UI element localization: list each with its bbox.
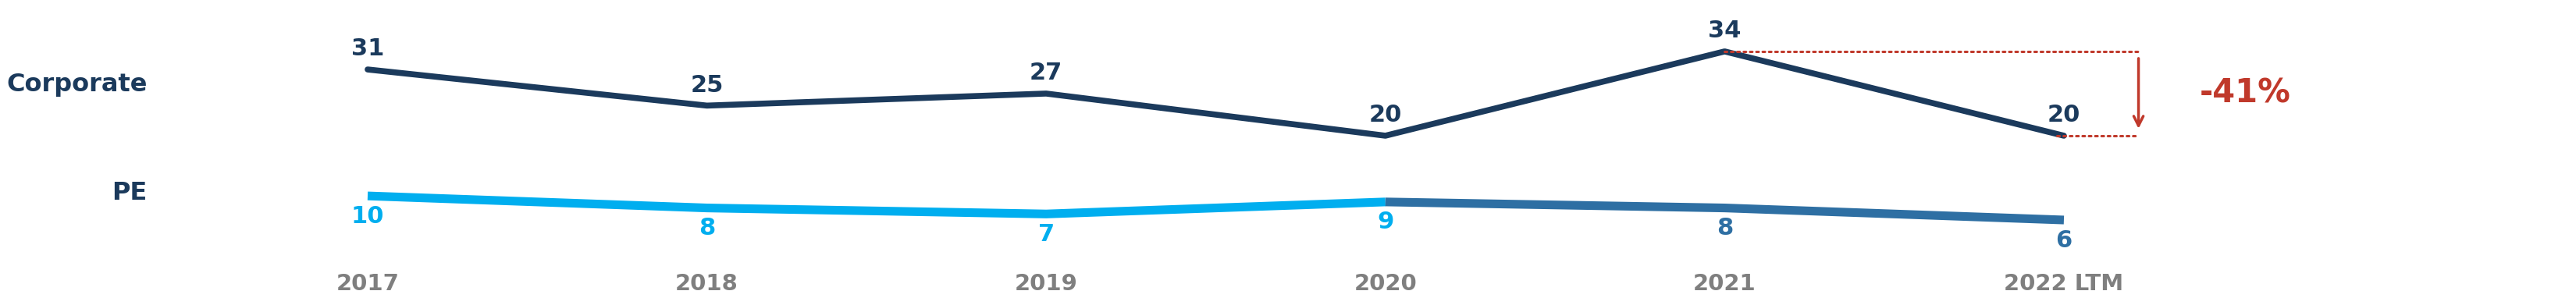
Text: 7: 7 (1038, 223, 1054, 246)
Text: 9: 9 (1378, 211, 1394, 234)
Text: Corporate: Corporate (5, 72, 147, 97)
Text: -41%: -41% (2200, 77, 2290, 110)
Text: 8: 8 (698, 217, 716, 240)
Text: 20: 20 (1368, 104, 1401, 127)
Text: 10: 10 (350, 205, 384, 228)
Text: 20: 20 (2048, 104, 2081, 127)
Text: 31: 31 (350, 38, 384, 60)
Text: 25: 25 (690, 74, 724, 97)
Text: 34: 34 (1708, 20, 1741, 42)
Text: PE: PE (111, 181, 147, 205)
Text: 8: 8 (1716, 217, 1734, 240)
Text: 6: 6 (2056, 229, 2071, 252)
Text: 27: 27 (1030, 62, 1064, 85)
